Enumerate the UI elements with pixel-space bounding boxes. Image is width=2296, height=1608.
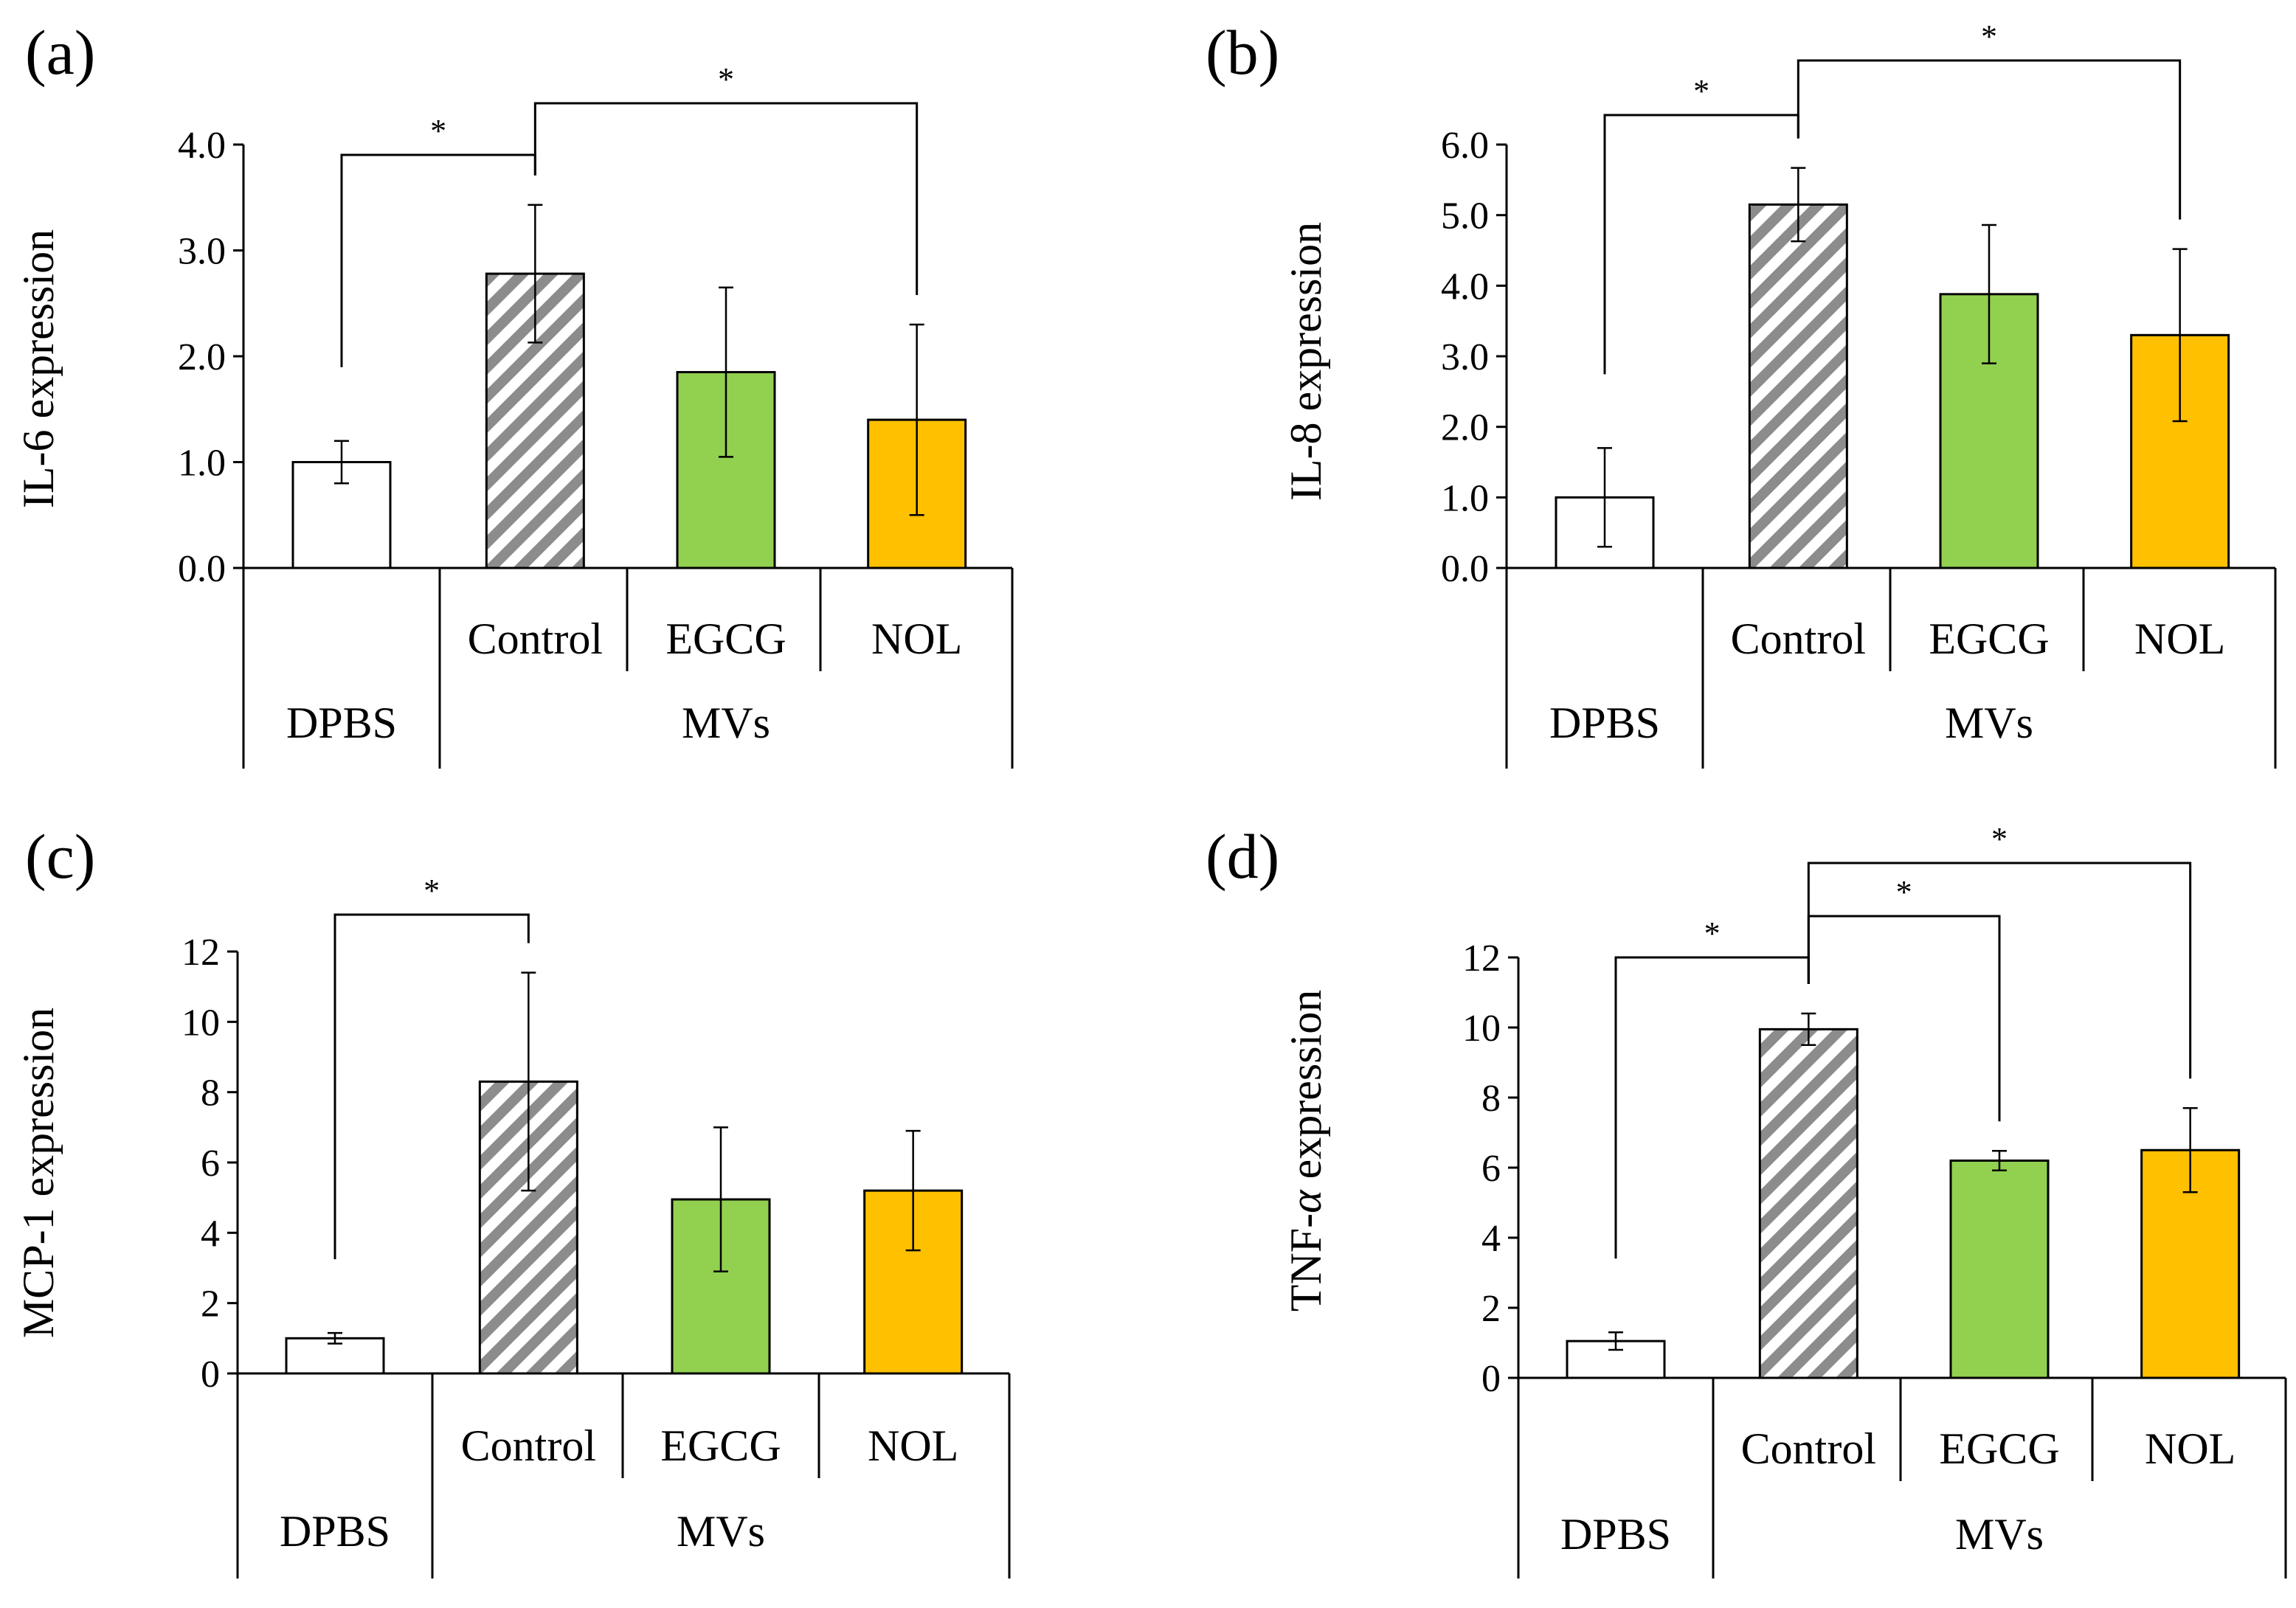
group-label: MVs bbox=[682, 699, 770, 747]
y-tick-label: 6 bbox=[201, 1143, 220, 1185]
group-label: DPBS bbox=[1560, 1510, 1671, 1559]
significance-star: * bbox=[1704, 915, 1721, 952]
category-label: EGCG bbox=[1939, 1424, 2059, 1473]
group-label: DPBS bbox=[280, 1507, 390, 1556]
group-label: DPBS bbox=[286, 699, 397, 747]
significance-star: * bbox=[1896, 874, 1912, 910]
y-tick-label: 10 bbox=[181, 1002, 220, 1044]
category-label: EGCG bbox=[1929, 614, 2049, 663]
y-tick-label: 12 bbox=[181, 932, 220, 974]
category-label: NOL bbox=[871, 614, 962, 663]
y-tick-label: 1.0 bbox=[1441, 477, 1489, 519]
y-tick-label: 3.0 bbox=[178, 231, 226, 273]
category-label: EGCG bbox=[660, 1421, 781, 1470]
y-tick-label: 0 bbox=[201, 1354, 220, 1396]
significance-star: * bbox=[1693, 73, 1709, 109]
y-tick-label: 4 bbox=[1481, 1218, 1501, 1260]
chart-panel-d: (d) TNF-α expression 0 2 4 6 8 10 12 Control EGCG N… bbox=[1206, 821, 2286, 1578]
y-axis-title-main: TNF- bbox=[1282, 1213, 1330, 1311]
y-tick-label: 8 bbox=[201, 1072, 220, 1115]
y-axis-title: TNF-α expression bbox=[1282, 990, 1330, 1311]
significance-bracket bbox=[535, 103, 916, 295]
category-label: Control bbox=[461, 1421, 596, 1470]
bar-control bbox=[1760, 1029, 1857, 1378]
y-tick-label: 2.0 bbox=[1441, 407, 1489, 449]
y-axis-title: MCP-1 expression bbox=[14, 1008, 63, 1338]
y-axis-title: IL-8 expression bbox=[1282, 222, 1330, 501]
y-tick-label: 4.0 bbox=[1441, 266, 1489, 308]
panel-label: (b) bbox=[1206, 17, 1279, 88]
y-tick-label: 6.0 bbox=[1441, 125, 1489, 167]
y-tick-label: 2.0 bbox=[178, 336, 226, 378]
category-label: Control bbox=[1731, 614, 1866, 663]
y-tick-label: 2 bbox=[201, 1283, 220, 1325]
y-axis-title: IL-6 expression bbox=[14, 229, 63, 508]
category-label: NOL bbox=[2145, 1424, 2236, 1473]
significance-star: * bbox=[430, 113, 446, 149]
group-label: MVs bbox=[1955, 1510, 2044, 1559]
y-axis-title-symbol: α bbox=[1282, 1189, 1330, 1213]
y-tick-label: 10 bbox=[1462, 1008, 1501, 1050]
significance-bracket bbox=[1798, 60, 2179, 220]
y-tick-label: 8 bbox=[1481, 1078, 1501, 1120]
significance-star: * bbox=[1981, 18, 1997, 55]
y-tick-label: 12 bbox=[1462, 938, 1501, 980]
y-tick-label: 1.0 bbox=[178, 443, 226, 485]
category-label: Control bbox=[1741, 1424, 1876, 1473]
group-label: DPBS bbox=[1549, 699, 1660, 747]
y-tick-label: 4.0 bbox=[178, 125, 226, 167]
panel-label: (c) bbox=[25, 821, 95, 892]
y-tick-label: 0 bbox=[1481, 1358, 1501, 1400]
chart-panel-a: (a) IL-6 expression 0.0 1.0 2.0 3.0 4.0 Control… bbox=[14, 17, 1012, 769]
category-label: EGCG bbox=[665, 614, 786, 663]
bar-egcg bbox=[1951, 1161, 2048, 1379]
y-tick-label: 4 bbox=[201, 1213, 220, 1255]
y-tick-label: 5.0 bbox=[1441, 195, 1489, 238]
chart-panel-c: (c) MCP-1 expression 0 2 4 6 8 10 12 Control EGCG N… bbox=[14, 821, 1009, 1578]
y-tick-label: 6 bbox=[1481, 1148, 1501, 1190]
category-label: NOL bbox=[2134, 614, 2225, 663]
significance-star: * bbox=[1991, 821, 2008, 857]
significance-star: * bbox=[718, 61, 734, 97]
category-label: NOL bbox=[868, 1421, 958, 1470]
y-axis-title-rest: expression bbox=[1282, 990, 1330, 1191]
y-tick-label: 0.0 bbox=[178, 548, 226, 590]
significance-star: * bbox=[423, 873, 440, 909]
category-label: Control bbox=[468, 614, 603, 663]
bar-control bbox=[1749, 204, 1847, 568]
chart-panel-b: (b) IL-8 expression 0.0 1.0 2.0 3.0 4.0 5.0 6.0 C… bbox=[1206, 17, 2275, 769]
panel-label: (d) bbox=[1206, 821, 1279, 892]
group-label: MVs bbox=[677, 1507, 765, 1556]
figure: (a) IL-6 expression 0.0 1.0 2.0 3.0 4.0 Control… bbox=[0, 0, 2296, 1608]
group-label: MVs bbox=[1945, 699, 2033, 747]
panel-label: (a) bbox=[25, 17, 95, 88]
y-tick-label: 3.0 bbox=[1441, 336, 1489, 378]
y-tick-label: 0.0 bbox=[1441, 548, 1489, 590]
y-tick-label: 2 bbox=[1481, 1288, 1501, 1330]
